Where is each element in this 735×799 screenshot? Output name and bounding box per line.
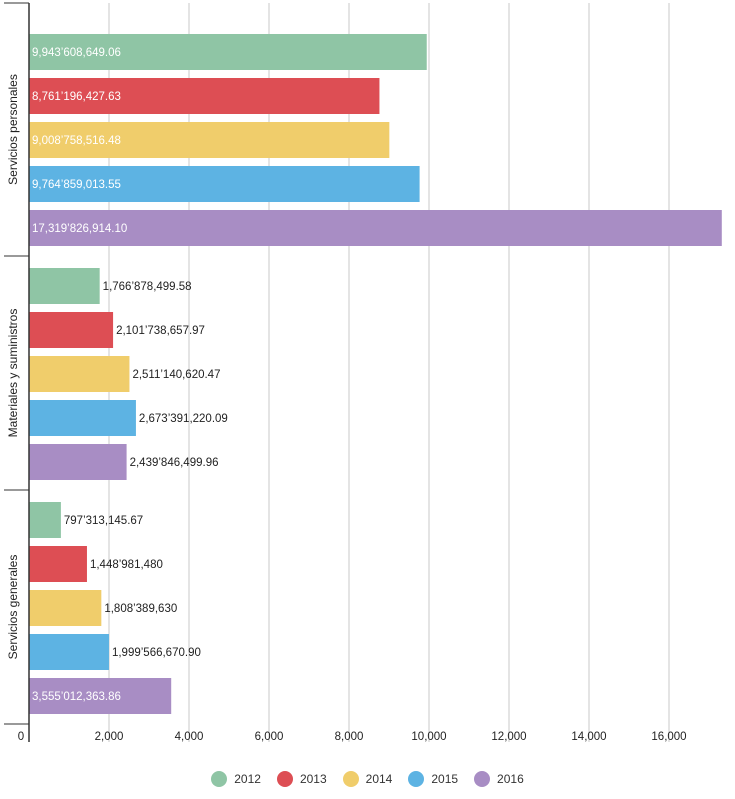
legend-label: 2012 [234, 772, 261, 786]
legend-item-2012: 2012 [211, 771, 261, 787]
data-label-2014-2: 1,808’389,630 [104, 603, 177, 615]
category-label-2: Servicios generales [6, 555, 20, 660]
data-label-2013-0: 8,761’196,427.63 [32, 91, 121, 103]
data-label-2016-1: 2,439’846,499.96 [130, 457, 219, 469]
bar-2013-0 [29, 78, 380, 114]
bar-2016-0 [29, 210, 722, 246]
legend-swatch [408, 771, 425, 787]
bar-2016-1 [29, 444, 127, 480]
legend-item-2015: 2015 [408, 771, 458, 787]
category-label-0: Servicios personales [6, 74, 20, 185]
legend-label: 2013 [299, 772, 327, 786]
data-label-2015-2: 1,999’566,670.90 [112, 647, 201, 659]
data-label-2012-2: 797’313,145.67 [64, 515, 143, 527]
data-label-2014-0: 9,008’758,516.48 [32, 135, 121, 147]
bar-2014-2 [29, 590, 102, 626]
data-label-2013-2: 1,448’981,480 [90, 559, 163, 571]
bar-2015-0 [29, 166, 420, 202]
legend-item-2013: 2013 [276, 771, 327, 787]
x-tick-label-0: 0 [18, 731, 24, 743]
data-label-2014-1: 2,511’140,620.47 [132, 369, 220, 381]
bar-2014-1 [29, 356, 130, 392]
data-label-2015-1: 2,673’391,220.09 [139, 413, 228, 425]
legend-item-2014: 2014 [342, 771, 393, 787]
x-tick-label-3: 6,000 [255, 731, 284, 743]
legend-label: 2014 [365, 772, 393, 786]
data-label-2013-1: 2,101’738,657.97 [116, 325, 205, 337]
legend-swatch [276, 771, 293, 787]
data-label-2016-0: 17,319’826,914.10 [32, 223, 127, 235]
x-tick-label-6: 12,000 [491, 731, 526, 743]
x-tick-label-7: 14,000 [571, 731, 606, 743]
data-label-2015-0: 9,764’859,013.55 [32, 179, 121, 191]
bar-2012-2 [29, 502, 61, 538]
legend-swatch [342, 771, 359, 787]
bar-2016-2 [29, 678, 172, 714]
bar-2014-0 [29, 122, 390, 158]
chart-legend: 2012 2013 2014 2015 2016 [0, 768, 735, 790]
legend-swatch [211, 771, 228, 787]
data-label-2012-0: 9,943’608,649.06 [32, 47, 121, 59]
legend-label: 2016 [497, 772, 524, 786]
bar-2015-1 [29, 400, 136, 436]
legend-label: 2015 [431, 772, 459, 786]
x-tick-label-2: 4,000 [175, 731, 204, 743]
bar-2013-1 [29, 312, 114, 348]
x-tick-label-4: 8,000 [335, 731, 364, 743]
x-tick-label-1: 2,000 [95, 731, 124, 743]
bar-2013-2 [29, 546, 87, 582]
bar-2012-1 [29, 268, 100, 304]
legend-swatch [474, 771, 491, 787]
bar-2012-0 [29, 34, 427, 70]
legend-item-2016: 2016 [474, 771, 524, 787]
category-label-1: Materiales y suministros [6, 309, 20, 438]
x-tick-label-5: 10,000 [411, 731, 446, 743]
bar-2015-2 [29, 634, 109, 670]
data-label-2012-1: 1,766’878,499.58 [103, 281, 192, 293]
x-tick-label-8: 16,000 [651, 731, 686, 743]
data-label-2016-2: 3,555’012,363.86 [32, 691, 121, 703]
